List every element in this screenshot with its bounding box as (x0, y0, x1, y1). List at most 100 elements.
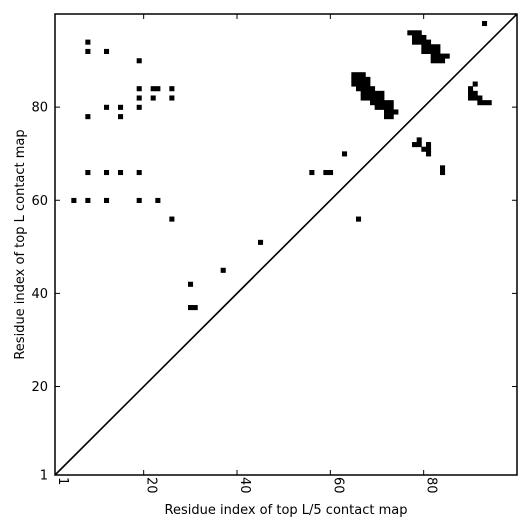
contact-point (85, 48, 91, 54)
contact-point (155, 86, 161, 92)
contact-point (136, 58, 142, 64)
contact-point (360, 86, 366, 92)
y-tick-label: 1 (40, 469, 48, 484)
contact-point (430, 53, 436, 59)
x-tick-label: 80 (424, 477, 439, 494)
contact-point (356, 76, 362, 82)
contact-point (435, 53, 441, 59)
contact-point (430, 48, 436, 54)
contact-point (360, 72, 366, 78)
contact-point (426, 142, 432, 148)
contact-point (426, 48, 432, 54)
y-tick-label: 20 (31, 380, 48, 395)
contact-point (412, 30, 418, 36)
contact-point (384, 114, 390, 120)
contact-point (412, 34, 418, 41)
contact-point (155, 197, 161, 203)
y-tick-label: 60 (31, 194, 48, 209)
contact-point (365, 90, 371, 96)
contact-point (169, 216, 175, 222)
contact-point (136, 95, 142, 101)
contact-point (384, 109, 390, 115)
contact-point (440, 58, 446, 64)
contact-point (220, 267, 226, 273)
x-axis-label: Residue index of top L/5 contact map (165, 503, 408, 518)
contact-point (388, 114, 394, 120)
contact-point (370, 100, 376, 106)
x-axis-ticks: 1 20 40 60 80 (54, 14, 439, 494)
contact-point (426, 151, 432, 157)
contact-point (379, 95, 385, 101)
y-axis-label: Residue index of top L contact map (13, 129, 28, 359)
contact-point (136, 104, 142, 110)
y-tick-label: 40 (31, 287, 48, 302)
contact-point (477, 95, 483, 101)
contact-point (435, 58, 441, 64)
contact-point (328, 169, 334, 176)
contact-point (426, 44, 432, 50)
contact-point (71, 197, 77, 203)
contact-point (421, 146, 427, 152)
contact-point (426, 146, 432, 152)
contact-point (374, 90, 380, 96)
contact-point (468, 90, 474, 96)
contact-point (360, 90, 366, 96)
contact-point (393, 109, 399, 115)
contact-point (104, 197, 110, 203)
contact-point (104, 104, 110, 110)
contact-point (435, 48, 441, 54)
contact-point (416, 142, 422, 148)
contact-point (412, 39, 418, 45)
contact-point (412, 142, 418, 148)
contact-point (426, 39, 432, 45)
contact-point (440, 53, 446, 59)
contact-point (351, 81, 357, 87)
contact-point (482, 100, 488, 106)
x-tick-label: 60 (330, 477, 345, 494)
contact-points (71, 20, 492, 311)
x-tick-label: 1 (55, 477, 70, 485)
contact-point (356, 216, 362, 222)
contact-point (342, 151, 348, 157)
contact-point (416, 30, 422, 36)
contact-point (379, 100, 385, 106)
x-tick-label: 40 (237, 477, 252, 494)
contact-point (258, 239, 264, 245)
contact-point (192, 305, 198, 311)
contact-point (472, 90, 478, 96)
contact-point (351, 72, 357, 78)
contact-point (85, 114, 91, 120)
contact-point (118, 104, 124, 110)
contact-point (421, 48, 427, 54)
plot-frame (54, 13, 518, 476)
contact-point (136, 169, 142, 176)
contact-point (188, 305, 194, 311)
contact-point (421, 34, 427, 41)
contact-point (472, 81, 478, 87)
contact-point (370, 95, 376, 101)
contact-point (118, 169, 124, 176)
contact-point (416, 39, 422, 45)
y-tick-label: 80 (31, 101, 48, 116)
contact-point (136, 197, 142, 203)
contact-point (430, 44, 436, 50)
contact-point (407, 30, 413, 36)
contact-point (365, 81, 371, 87)
contact-point (85, 169, 91, 176)
contact-point (356, 81, 362, 87)
contact-point (444, 53, 450, 59)
diagonal-line (54, 13, 518, 476)
contact-point (421, 39, 427, 45)
contact-point (430, 58, 436, 64)
y-axis-ticks: 1 20 40 60 80 (31, 101, 517, 484)
contact-point (416, 34, 422, 41)
contact-point (421, 44, 427, 50)
contact-point (136, 86, 142, 92)
contact-point (323, 169, 329, 176)
contact-point (468, 86, 474, 92)
contact-point (365, 95, 371, 101)
contact-point (104, 48, 110, 54)
contact-point (188, 281, 194, 287)
contact-point (477, 100, 483, 106)
